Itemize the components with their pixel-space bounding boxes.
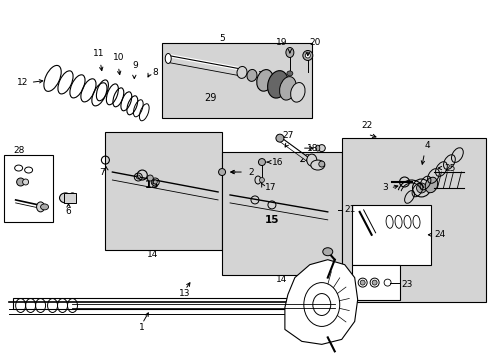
Ellipse shape <box>153 180 157 184</box>
Ellipse shape <box>165 54 171 63</box>
Text: 7: 7 <box>100 167 105 176</box>
Ellipse shape <box>318 145 325 152</box>
Polygon shape <box>222 152 341 275</box>
Text: 15: 15 <box>264 215 279 225</box>
Text: 26: 26 <box>304 154 316 163</box>
Text: 11: 11 <box>93 49 104 58</box>
Bar <box>351 265 399 300</box>
Bar <box>162 42 311 118</box>
Ellipse shape <box>286 71 292 76</box>
Ellipse shape <box>412 179 429 197</box>
Polygon shape <box>285 260 357 345</box>
Ellipse shape <box>68 193 76 203</box>
Ellipse shape <box>275 134 284 142</box>
Ellipse shape <box>259 177 264 183</box>
Text: 1: 1 <box>139 323 145 332</box>
Ellipse shape <box>246 69 257 81</box>
Ellipse shape <box>37 202 44 212</box>
Text: 2: 2 <box>247 167 253 176</box>
Ellipse shape <box>147 175 153 181</box>
Text: 14: 14 <box>276 275 287 284</box>
Ellipse shape <box>360 280 365 285</box>
Text: 18: 18 <box>306 144 318 153</box>
Text: 20: 20 <box>309 37 321 46</box>
Ellipse shape <box>258 159 265 166</box>
Ellipse shape <box>60 193 71 203</box>
Text: 23: 23 <box>401 280 412 289</box>
Text: 4: 4 <box>424 141 429 150</box>
Text: 8: 8 <box>152 68 158 77</box>
Text: 15: 15 <box>145 180 159 190</box>
Polygon shape <box>105 132 222 250</box>
Ellipse shape <box>416 183 426 193</box>
Ellipse shape <box>17 178 24 186</box>
Text: 30: 30 <box>257 71 268 80</box>
Text: 6: 6 <box>65 207 71 216</box>
Ellipse shape <box>302 50 312 60</box>
Text: 22: 22 <box>361 121 372 130</box>
Text: 10: 10 <box>112 53 124 62</box>
Text: 12: 12 <box>17 78 29 87</box>
Ellipse shape <box>285 48 293 58</box>
Text: 28: 28 <box>13 145 24 154</box>
Bar <box>4 155 52 222</box>
Ellipse shape <box>425 177 437 193</box>
Text: 3: 3 <box>381 184 387 193</box>
Text: 16: 16 <box>271 158 283 167</box>
Ellipse shape <box>254 176 261 184</box>
Text: 24: 24 <box>433 230 445 239</box>
Ellipse shape <box>306 154 316 166</box>
Ellipse shape <box>318 161 324 167</box>
Text: 29: 29 <box>203 93 216 103</box>
Ellipse shape <box>310 160 324 170</box>
Text: 9: 9 <box>132 62 138 71</box>
Ellipse shape <box>267 71 287 98</box>
Text: 19: 19 <box>276 37 287 46</box>
Polygon shape <box>13 298 327 310</box>
Bar <box>341 138 486 302</box>
Text: 13: 13 <box>179 289 190 298</box>
Text: 27: 27 <box>282 131 293 140</box>
Ellipse shape <box>315 145 319 151</box>
Text: 14: 14 <box>146 250 158 259</box>
Ellipse shape <box>22 179 29 185</box>
Text: 21: 21 <box>344 206 355 215</box>
Ellipse shape <box>305 53 310 58</box>
Ellipse shape <box>218 168 225 176</box>
Text: 17: 17 <box>264 184 276 193</box>
Bar <box>63 193 76 203</box>
Ellipse shape <box>371 280 376 285</box>
Ellipse shape <box>256 69 273 91</box>
Ellipse shape <box>322 248 332 256</box>
Ellipse shape <box>237 67 246 78</box>
Bar <box>351 205 430 265</box>
Ellipse shape <box>279 77 296 100</box>
Ellipse shape <box>290 82 305 102</box>
Text: 25: 25 <box>444 163 455 172</box>
Text: 5: 5 <box>219 34 224 43</box>
Ellipse shape <box>136 175 140 179</box>
Ellipse shape <box>41 204 48 210</box>
